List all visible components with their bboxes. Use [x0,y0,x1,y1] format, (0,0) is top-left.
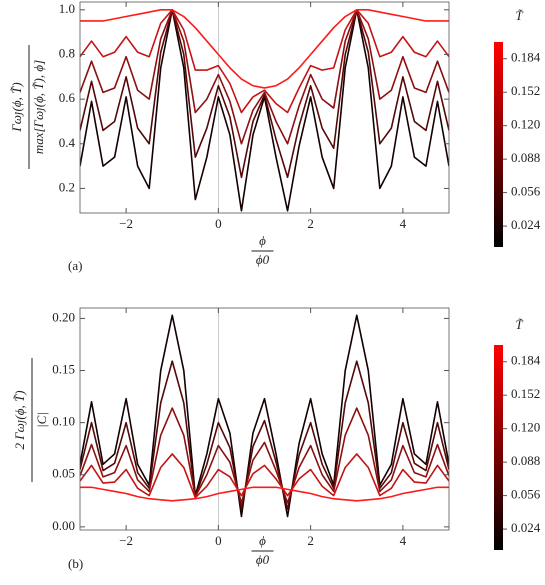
curve [80,9,449,145]
colorbar-tick-label: 0.152 [511,83,540,98]
panel-label: (b) [68,556,83,571]
x-tick-label: 2 [307,533,314,548]
y-tick-label: 0.05 [52,466,75,481]
colorbar-tick-label: 0.024 [511,217,541,232]
colorbar-tick-label: 0.152 [511,386,540,401]
plot-frame [79,1,450,214]
colorbar [494,345,503,550]
x-label-den: ϕ0 [256,252,270,267]
colorbar-tick-label: 0.184 [511,353,541,368]
curve [80,9,449,114]
y-tick-label: 0.10 [52,414,75,429]
curve [80,407,449,504]
colorbar-tick-label: 0.120 [511,420,540,435]
panel-label: (a) [68,258,82,273]
colorbar-tick-label: 0.056 [511,487,541,502]
colorbar-tick-label: 0.088 [511,150,540,165]
colorbar-label: T̃ [515,317,523,332]
y-label-den: max[Γωȷ(ϕ, T̃), ϕ] [31,60,46,154]
colorbar-tick-label: 0.056 [511,184,541,199]
x-tick-label: 4 [400,216,407,231]
x-tick-label: 0 [215,533,222,548]
y-label-den: |C| [34,412,49,428]
x-tick-label: 4 [400,533,407,548]
x-tick-label: 2 [307,216,314,231]
y-tick-label: 0.2 [59,179,75,194]
y-tick-label: 0.00 [52,518,75,533]
curve [80,486,449,502]
y-label-num: 2 Γωȷ(ϕ, T̃) [12,390,27,449]
colorbar-tick-label: 0.120 [511,117,540,132]
y-label: 2 Γωȷ(ϕ, T̃) |C| [12,358,49,482]
y-tick-label: 1.0 [59,1,75,16]
y-label: Γωȷ(ϕ, T̃) max[Γωȷ(ϕ, T̃), ϕ] [9,45,46,169]
curve [80,9,449,212]
y-tick-label: 0.6 [59,90,76,105]
curve [80,360,449,510]
y-label-num: Γωȷ(ϕ, T̃) [9,82,24,132]
x-label-num: ϕ [259,233,266,248]
colorbar-label: T̃ [515,8,523,23]
colorbar-tick-label: 0.088 [511,453,540,468]
colorbar-tick-label: 0.184 [511,50,541,65]
x-tick-label: 0 [215,216,222,231]
x-tick-label: −2 [119,216,133,231]
curve [80,9,449,89]
curve [80,314,449,518]
y-tick-label: 0.4 [59,135,76,150]
plot-frame [79,307,450,531]
curve [80,9,449,179]
y-tick-label: 0.20 [52,309,75,324]
y-tick-label: 0.15 [52,362,75,377]
colorbar [494,42,503,247]
curve [80,453,449,499]
x-tick-label: −2 [119,533,133,548]
y-tick-label: 0.8 [59,45,75,60]
x-label-den: ϕ0 [256,552,270,567]
colorbar-tick-label: 0.024 [511,520,541,535]
x-label-num: ϕ [259,533,266,548]
